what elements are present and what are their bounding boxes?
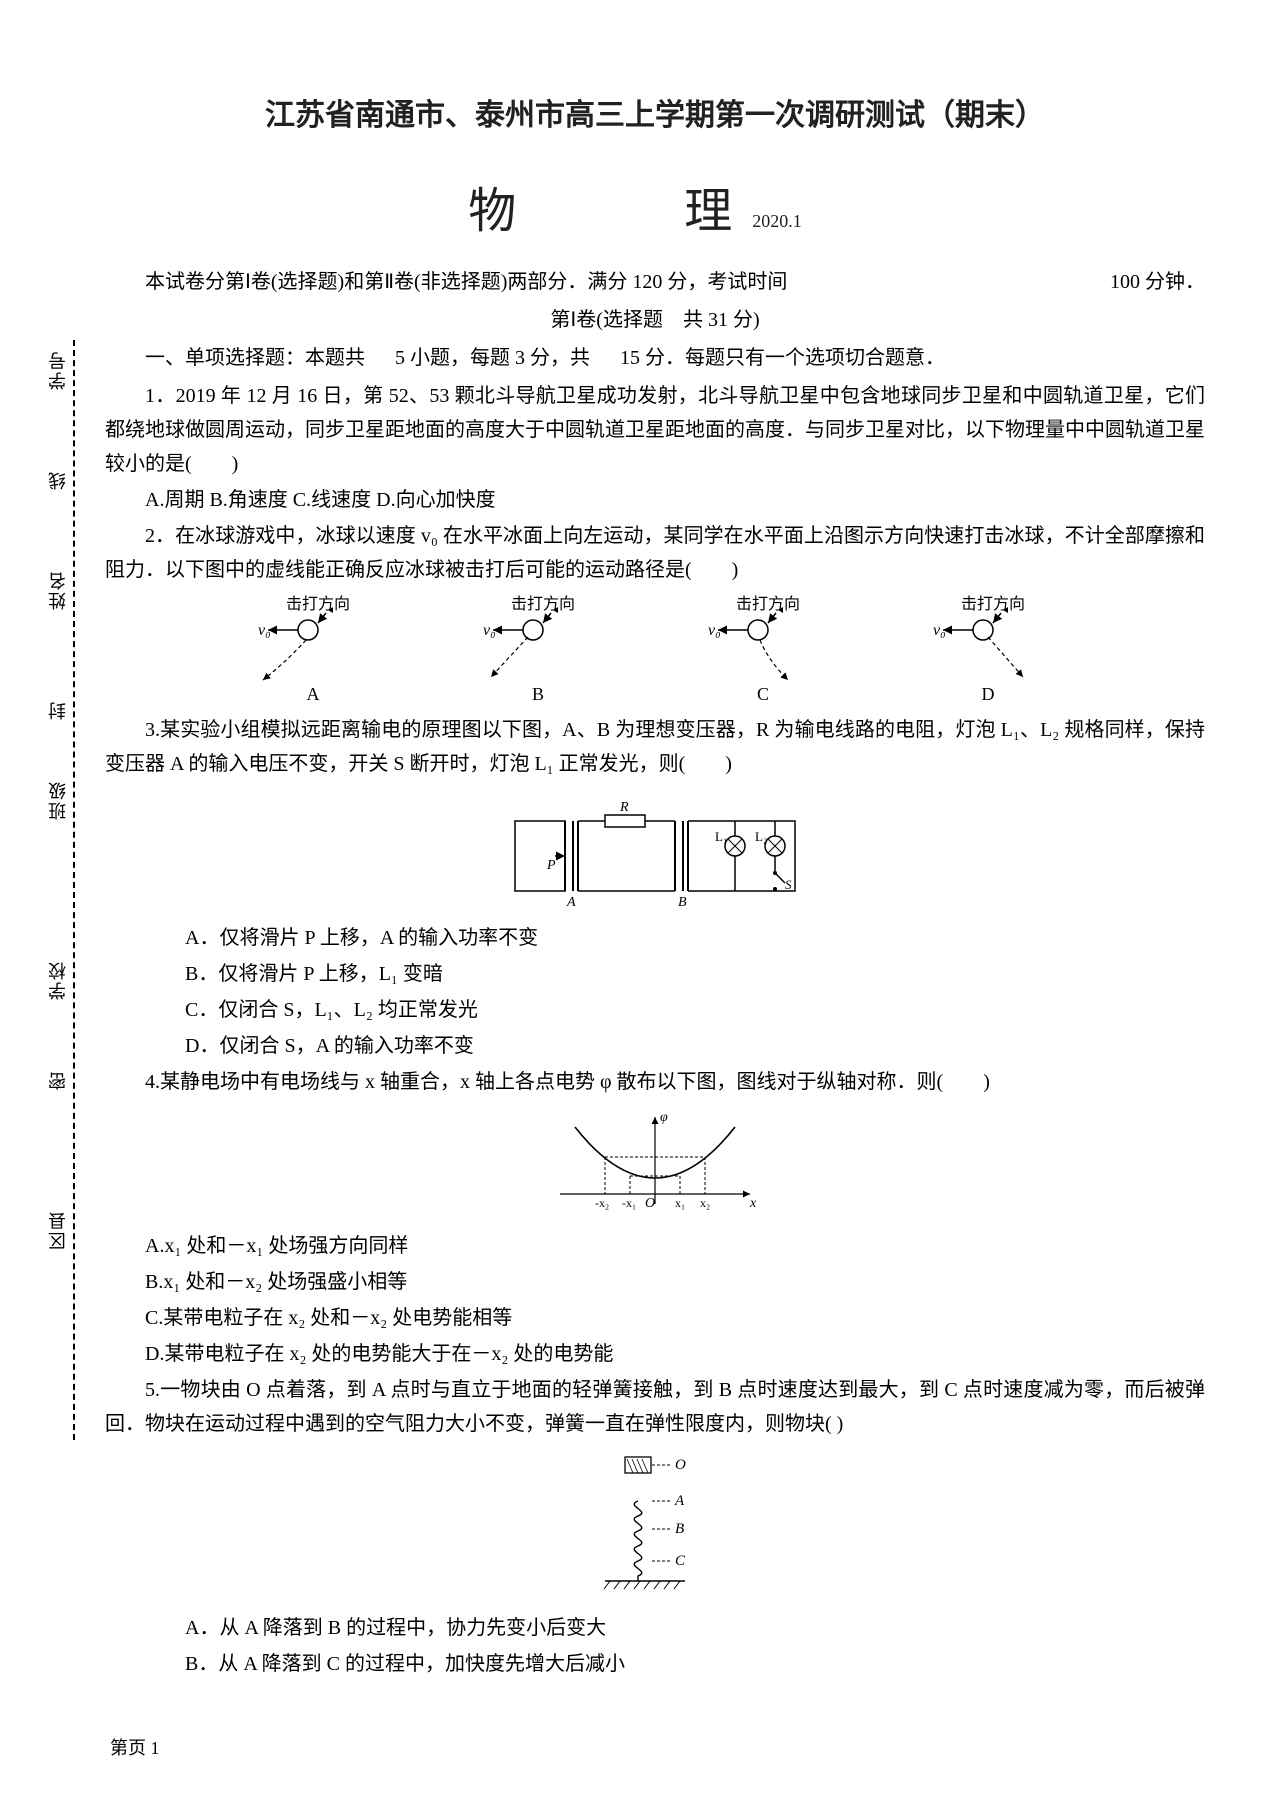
q4-opt-a: A.x₁ 处和－x₁ 处场强方向同样 (105, 1229, 1205, 1263)
q2a-hit-label: 击打方向 (285, 595, 349, 613)
q5-spring-svg: O A B C (570, 1451, 740, 1601)
svg-text:O: O (645, 1196, 655, 1211)
q2a-ball (298, 620, 318, 640)
single-choice-heading: 一、单项选择题：本题共 5 小题，每题 3 分，共 15 分．每题只有一个选项切… (105, 341, 1205, 375)
q4-graph-svg: φ x O -x₂ -x₁ x₁ x₂ (545, 1109, 765, 1219)
svg-text:S: S (785, 877, 792, 892)
q3-opt-c: C．仅闭合 S，L₁、L₂ 均正常发光 (105, 993, 1205, 1027)
exam-date: 2020.1 (752, 211, 802, 231)
exam-title: 江苏省南通市、泰州市高三上学期第一次调研测试（期末） (105, 90, 1205, 141)
main-content: 江苏省南通市、泰州市高三上学期第一次调研测试（期末） 物 理2020.1 本试卷… (105, 90, 1205, 1683)
q2-diagram-c-svg: 击打方向 v₀ C (698, 595, 838, 705)
q2-fig-a: 击打方向 v₀ A (248, 595, 388, 705)
side-label-mi: 密 (43, 1070, 74, 1090)
q1-options: A.周期 B.角速度 C.线速度 D.向心加快度 (105, 483, 1205, 517)
q3-figure: P A R B L₁ (105, 791, 1205, 911)
q2c-hit-label: 击打方向 (735, 595, 799, 613)
q2b-hit-label: 击打方向 (510, 595, 574, 613)
svg-text:-x₂: -x₂ (595, 1196, 609, 1210)
sc-c: 15 分．每题只有一个选项切合题意． (620, 347, 945, 369)
q1-text: 1．2019 年 12 月 16 日，第 52、53 颗北斗导航卫星成功发射，北… (105, 379, 1205, 481)
q5-label-o: O (675, 1457, 686, 1473)
q2-text: 2．在冰球游戏中，冰球以速度 v₀ 在水平冰面上向左运动，某同学在水平面上沿图示… (105, 519, 1205, 587)
q2-fig-b: 击打方向 v₀ B (473, 595, 613, 705)
page-number: 第页 1 (110, 1733, 160, 1764)
side-label-xian: 线 (43, 470, 74, 490)
q5-text: 5.一物块由 O 点着落，到 A 点时与直立于地面的轻弹簧接触，到 B 点时速度… (105, 1373, 1205, 1441)
sc-b: 5 小题，每题 3 分，共 (395, 347, 590, 369)
side-label-feng: 封 (43, 700, 74, 720)
q5-label-a: A (674, 1493, 685, 1509)
intro-text-b: 100 分钟． (1070, 265, 1205, 299)
binding-margin: 学号 线 姓名 封 班级 学校 密 区县 (45, 340, 85, 1440)
q2d-hit-label: 击打方向 (960, 595, 1024, 613)
svg-text:x₂: x₂ (700, 1196, 710, 1210)
q4-figure: φ x O -x₂ -x₁ x₁ x₂ (105, 1109, 1205, 1219)
q4-opt-c: C.某带电粒子在 x₂ 处和－x₂ 处电势能相等 (105, 1301, 1205, 1335)
q3-text: 3.某实验小组模拟远距离输电的原理图以下图，A、B 为理想变压器，R 为输电线路… (105, 713, 1205, 781)
svg-text:L₁: L₁ (715, 829, 727, 844)
q2c-label: C (756, 684, 768, 704)
q4-opt-d: D.某带电粒子在 x₂ 处的电势能大于在－x₂ 处的电势能 (105, 1337, 1205, 1371)
q5-label-b: B (675, 1521, 684, 1537)
q2d-label: D (981, 684, 994, 704)
svg-text:x₁: x₁ (675, 1196, 685, 1210)
svg-text:P: P (546, 858, 556, 873)
q2-diagram-a-svg: 击打方向 v₀ A (248, 595, 388, 705)
intro-text-a: 本试卷分第Ⅰ卷(选择题)和第Ⅱ卷(非选择题)两部分．满分 120 分，考试时间 (105, 265, 787, 299)
q5-opt-a: A．从 A 降落到 B 的过程中，协力先变小后变大 (105, 1611, 1205, 1645)
svg-text:B: B (678, 895, 687, 910)
subject-text: 物 理 (468, 185, 792, 238)
svg-text:x: x (749, 1196, 757, 1211)
q2-diagram-d-svg: 击打方向 v₀ D (923, 595, 1063, 705)
q2a-path (263, 640, 306, 680)
q3-opt-b: B．仅将滑片 P 上移，L₁ 变暗 (105, 957, 1205, 991)
q2b-label: B (531, 684, 543, 704)
svg-text:L₂: L₂ (755, 829, 767, 844)
side-label-quxian: 区县 (43, 1210, 74, 1250)
q5-opt-b: B．从 A 降落到 C 的过程中，加快度先增大后减小 (105, 1647, 1205, 1681)
q4-text: 4.某静电场中有电场线与 x 轴重合，x 轴上各点电势 φ 散布以下图，图线对于… (105, 1065, 1205, 1099)
q3-opt-a: A．仅将滑片 P 上移，A 的输入功率不变 (105, 921, 1205, 955)
svg-text:R: R (619, 800, 629, 815)
q2-figure-row: 击打方向 v₀ A 击打方向 v₀ B (105, 595, 1205, 705)
dash-line (73, 340, 75, 1440)
q3-circuit-svg: P A R B L₁ (495, 791, 815, 911)
svg-text:A: A (566, 895, 576, 910)
side-label-xuexiao: 学校 (43, 960, 74, 1000)
side-label-banji: 班级 (43, 780, 74, 820)
side-label-xingming: 姓名 (43, 570, 74, 610)
q2-fig-c: 击打方向 v₀ C (698, 595, 838, 705)
q4-opt-b: B.x₁ 处和－x₂ 处场强盛小相等 (105, 1265, 1205, 1299)
subject-heading: 物 理2020.1 (105, 171, 1205, 253)
section-1-heading: 第Ⅰ卷(选择题 共 31 分) (105, 303, 1205, 337)
q5-figure: O A B C (105, 1451, 1205, 1601)
side-label-xuehao: 学号 (43, 350, 74, 390)
q3-opt-d: D．仅闭合 S，A 的输入功率不变 (105, 1029, 1205, 1063)
q2-fig-d: 击打方向 v₀ D (923, 595, 1063, 705)
svg-text:φ: φ (660, 1110, 668, 1125)
q2a-label: A (306, 684, 319, 704)
exam-intro: 本试卷分第Ⅰ卷(选择题)和第Ⅱ卷(非选择题)两部分．满分 120 分，考试时间 … (105, 265, 1205, 299)
q5-label-c: C (675, 1553, 686, 1569)
q2-diagram-b-svg: 击打方向 v₀ B (473, 595, 613, 705)
sc-a: 一、单项选择题：本题共 (145, 347, 365, 369)
svg-text:-x₁: -x₁ (622, 1196, 636, 1210)
q2a-hit-arrow (318, 613, 326, 623)
